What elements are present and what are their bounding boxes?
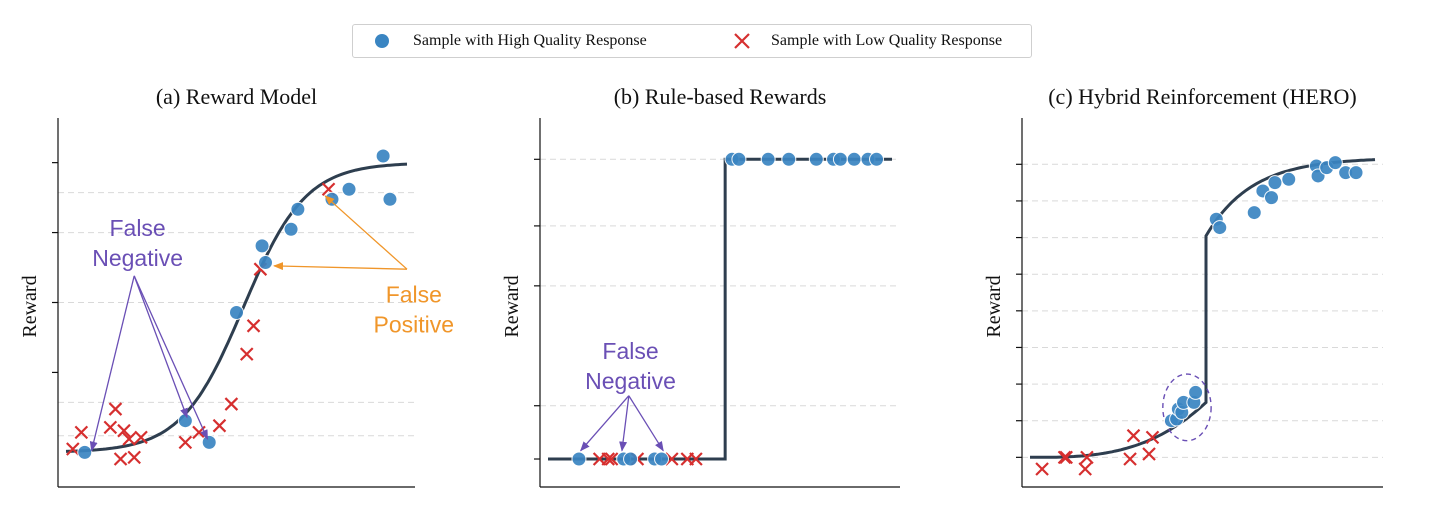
high-quality-point — [731, 151, 747, 167]
highlight-ellipse — [1162, 373, 1212, 442]
low-quality-point — [1145, 430, 1160, 445]
annotation-label: Negative — [585, 368, 676, 394]
high-quality-point — [1348, 165, 1364, 181]
low-quality-point — [1057, 450, 1072, 465]
annotation-arrow — [580, 395, 630, 452]
low-quality-point — [108, 402, 123, 416]
low-quality-point — [604, 452, 619, 466]
annotation-arrow — [133, 275, 209, 440]
low-quality-point — [601, 452, 615, 466]
low-quality-point — [117, 423, 131, 438]
high-quality-point — [654, 451, 670, 467]
panel-reward-model: (a) Reward Model Reward False Negative Fal… — [19, 84, 455, 488]
annotation-arrow — [619, 395, 630, 452]
high-quality-point — [382, 191, 398, 207]
high-quality-point — [1264, 190, 1279, 206]
low-quality-point — [134, 430, 148, 445]
low-quality-point — [74, 425, 89, 440]
high-quality-point — [760, 151, 776, 167]
low-quality-point — [66, 442, 80, 456]
low-quality-point — [239, 347, 254, 361]
legend-low-label: Sample with Low Quality Response — [771, 32, 1003, 49]
reward-curve — [548, 157, 892, 461]
low-quality-point — [1123, 452, 1137, 466]
legend: Sample with High Quality Response Sample… — [352, 24, 1032, 58]
high-quality-point — [869, 151, 885, 167]
high-quality-point — [77, 444, 93, 460]
low-quality-point — [1080, 450, 1094, 465]
low-quality-point — [113, 452, 128, 466]
high-quality-point — [571, 451, 587, 467]
low-quality-point — [1142, 447, 1156, 461]
reward-curve — [65, 162, 408, 453]
annotation-arrow — [89, 275, 135, 452]
annotation-label: Positive — [374, 312, 455, 338]
high-quality-point — [341, 181, 357, 197]
high-quality-point — [283, 221, 299, 237]
annotation-arrow — [324, 195, 408, 270]
y-axis-label: Reward — [501, 275, 523, 337]
low-quality-point — [212, 418, 227, 433]
high-quality-point — [1246, 205, 1262, 221]
annotation-label: False — [602, 338, 658, 364]
legend-high-label: Sample with High Quality Response — [413, 32, 647, 49]
low-quality-point — [127, 450, 141, 465]
low-quality-point — [1059, 450, 1073, 465]
high-quality-point — [1327, 155, 1343, 171]
high-quality-point — [375, 148, 391, 164]
high-quality-point — [324, 191, 340, 207]
low-quality-point — [689, 452, 703, 466]
high-quality-point — [290, 201, 306, 217]
y-axis-label: Reward — [983, 275, 1005, 337]
low-quality-point — [103, 420, 118, 435]
annotation-arrow — [628, 395, 664, 452]
panel-title: (c) Hybrid Reinforcement (HERO) — [1048, 84, 1357, 109]
high-quality-point — [1212, 220, 1228, 236]
high-quality-point — [832, 151, 848, 167]
panel-hybrid: (c) Hybrid Reinforcement (HERO) Reward — [983, 84, 1383, 488]
low-quality-point — [1035, 462, 1049, 476]
high-quality-point — [229, 304, 244, 320]
high-quality-point — [201, 434, 217, 450]
panel-rule-based: (b) Rule-based Rewards Reward False Negat… — [501, 84, 900, 488]
high-quality-point — [846, 151, 862, 167]
low-quality-point — [1078, 462, 1092, 476]
low-quality-point — [178, 435, 193, 450]
annotation-label: False — [109, 215, 165, 241]
low-quality-point — [246, 319, 261, 333]
annotation-arrow — [133, 275, 188, 419]
high-quality-point — [781, 151, 797, 167]
high-quality-point — [1267, 175, 1283, 191]
high-quality-point — [177, 413, 193, 429]
y-axis-label: Reward — [19, 275, 41, 337]
low-quality-point — [122, 432, 136, 446]
annotation-label: Negative — [92, 245, 183, 271]
high-quality-point — [808, 151, 824, 167]
annotation-label: False — [386, 282, 442, 308]
annotation-arrow — [273, 262, 408, 271]
reward-curve — [1030, 158, 1376, 459]
high-quality-point — [1188, 384, 1204, 400]
high-quality-point — [254, 238, 270, 254]
panel-title: (a) Reward Model — [156, 84, 317, 109]
panel-title: (b) Rule-based Rewards — [614, 84, 827, 109]
low-quality-point — [224, 397, 239, 411]
legend-high-marker — [375, 34, 389, 48]
high-quality-point — [1281, 171, 1297, 187]
legend-low-marker — [734, 33, 750, 49]
high-quality-point — [623, 451, 639, 467]
high-quality-point — [257, 255, 273, 271]
low-quality-point — [1126, 428, 1141, 443]
